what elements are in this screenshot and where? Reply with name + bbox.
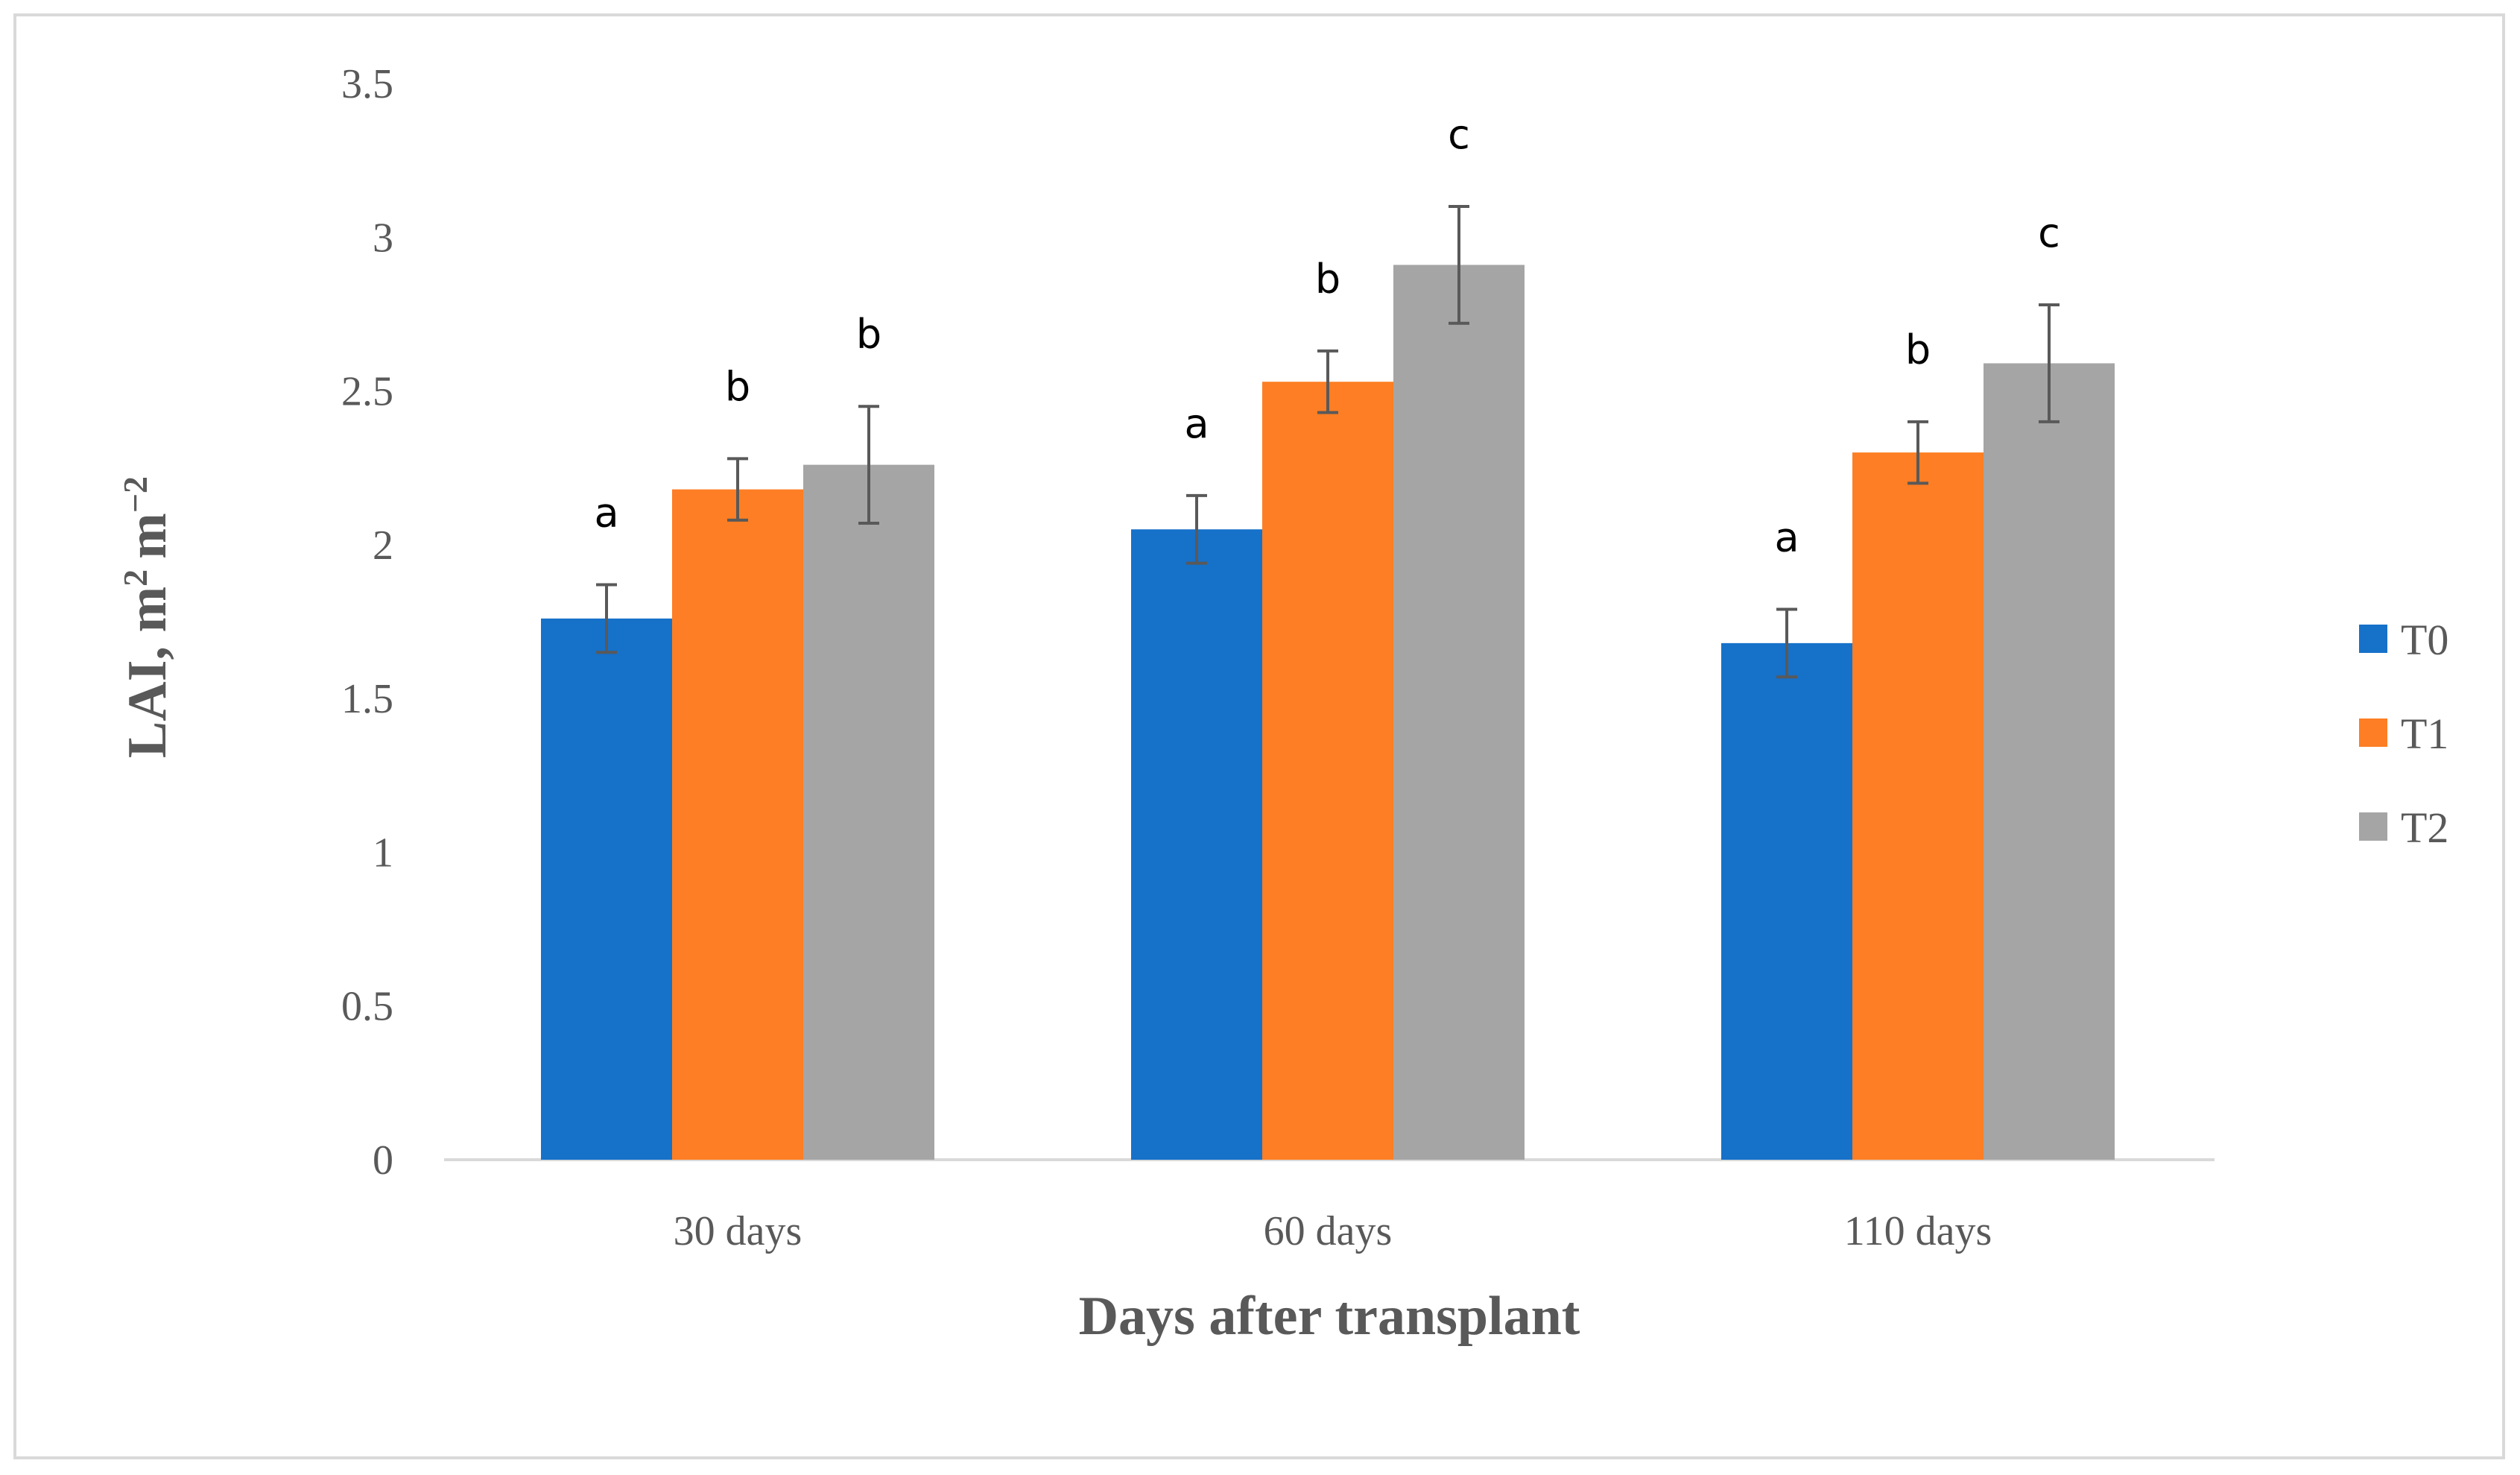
legend-item-t2: T2 [2359, 803, 2448, 852]
bar-t1 [1852, 452, 1984, 1160]
legend-label: T1 [2401, 710, 2448, 758]
error-bar [1186, 493, 1207, 565]
bar-t1 [1262, 382, 1393, 1160]
error-bar [1317, 349, 1338, 414]
y-tick-label: 2.5 [341, 369, 393, 415]
x-tick-label: 60 days [1264, 1208, 1393, 1254]
bar-t2 [1984, 363, 2115, 1160]
significance-letter: a [1774, 514, 1799, 560]
y-axis-ticks: 0 0.5 1 1.5 2 2.5 3 3.5 [341, 61, 393, 1184]
x-tick-label: 110 days [1844, 1208, 1992, 1254]
error-bar [1908, 420, 1928, 485]
y-tick-label: 1 [373, 830, 393, 876]
x-axis-ticks: 30 days 60 days 110 days [674, 1208, 1992, 1254]
legend-label: T0 [2401, 616, 2448, 664]
y-tick-label: 0 [373, 1137, 393, 1184]
y-axis-title: LAI, m2 m−2 [116, 476, 179, 758]
x-axis-title: Days after transplant [1079, 1286, 1580, 1347]
error-bar [858, 405, 879, 525]
bar-t0 [1721, 642, 1852, 1160]
bar-t2 [803, 464, 934, 1160]
significance-letter: a [1184, 400, 1209, 447]
y-axis-title-unit: m [117, 513, 178, 559]
legend-item-t1: T1 [2359, 710, 2448, 758]
significance-letter: b [856, 311, 881, 358]
y-axis-title-sup2: −2 [116, 476, 154, 513]
error-bar [2039, 303, 2060, 423]
y-axis-title-main: LAI, m [117, 587, 178, 758]
error-bar [1776, 607, 1797, 679]
significance-letters: a b b a b c a b c [594, 111, 2060, 560]
bar-t2 [1393, 265, 1525, 1160]
legend-swatch [2359, 718, 2387, 747]
error-bar [1449, 205, 1469, 325]
significance-letter: a [594, 489, 618, 536]
legend-label: T2 [2401, 803, 2448, 852]
y-tick-label: 3.5 [341, 61, 393, 107]
y-axis-title-sup1: 2 [116, 569, 154, 587]
legend: T0 T1 T2 [2359, 616, 2448, 852]
bar-t0 [541, 618, 672, 1160]
significance-letter: b [725, 363, 750, 410]
bar-t0 [1131, 529, 1262, 1160]
significance-letter: b [1905, 326, 1931, 373]
bars [541, 265, 2115, 1160]
y-tick-label: 0.5 [341, 984, 393, 1030]
error-bars [596, 205, 2060, 679]
bar-t1 [672, 489, 803, 1160]
significance-letter: b [1315, 256, 1340, 303]
y-tick-label: 2 [373, 522, 393, 569]
error-bar [727, 457, 748, 522]
legend-swatch [2359, 625, 2387, 653]
significance-letter: c [2038, 209, 2060, 256]
legend-swatch [2359, 812, 2387, 841]
y-tick-label: 1.5 [341, 676, 393, 722]
legend-item-t0: T0 [2359, 616, 2448, 664]
y-tick-label: 3 [373, 215, 393, 261]
error-bar [596, 583, 617, 654]
significance-letter: c [1448, 111, 1470, 158]
x-tick-label: 30 days [674, 1208, 802, 1254]
